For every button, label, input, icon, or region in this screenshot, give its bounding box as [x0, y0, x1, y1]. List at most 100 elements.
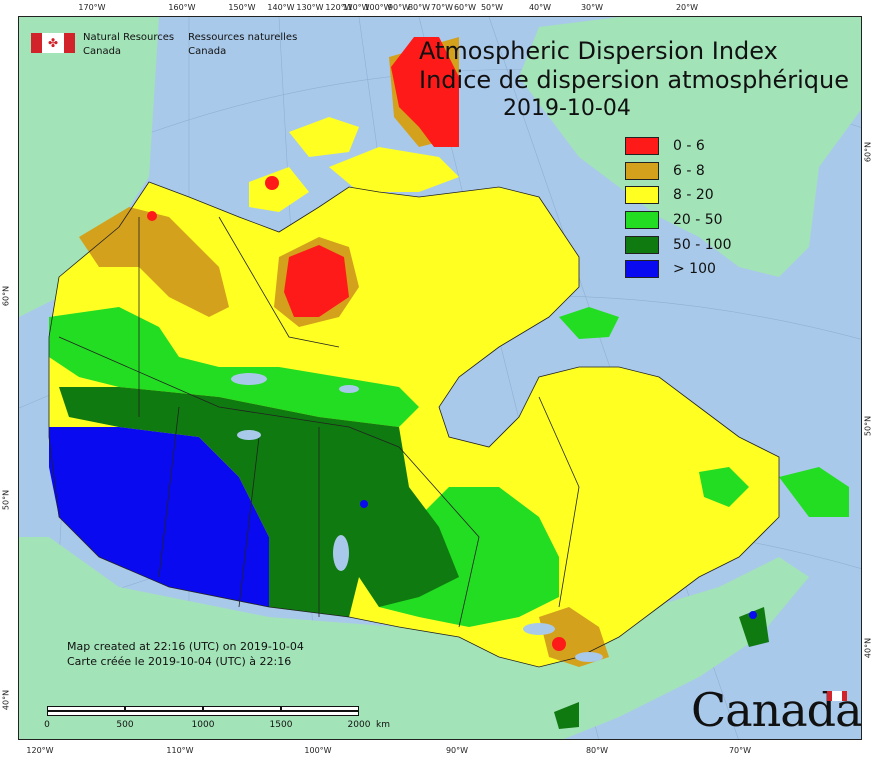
- lakes: [231, 373, 603, 662]
- top-tick-20w: 20°W: [675, 3, 699, 12]
- arctic-island-yellow: [289, 117, 359, 157]
- left-tick-50n: 50°N: [1, 489, 11, 511]
- dispersion-map: Atmospheric Dispersion Index Indice de d…: [18, 16, 862, 740]
- scale-segment: [47, 711, 359, 716]
- legend-item: > 100: [625, 257, 732, 282]
- agency-fr-line1: Ressources naturelles: [188, 32, 298, 43]
- top-tick-100w: 100°W: [364, 3, 392, 12]
- scale-segment: [281, 706, 359, 711]
- provincial-boundaries: [58, 216, 580, 628]
- bottom-tick-110w: 110°W: [166, 746, 194, 755]
- bottom-tick-80w: 80°W: [585, 746, 609, 755]
- alaska: [19, 17, 159, 317]
- zone-6-8: [539, 607, 609, 667]
- right-tick-60n: 60°N: [863, 141, 873, 163]
- top-tick-160w: 160°W: [168, 3, 196, 12]
- top-tick-130w: 130°W: [296, 3, 324, 12]
- top-tick-70w: 70°W: [430, 3, 454, 12]
- zone-20-50: [49, 307, 419, 427]
- top-tick-140w: 140°W: [267, 3, 295, 12]
- greenland: [519, 17, 861, 277]
- top-tick-90w: 90°W: [387, 3, 411, 12]
- scale-segment: [203, 706, 281, 711]
- legend-swatch: [625, 137, 659, 156]
- zone-50-100: [59, 387, 459, 617]
- map-graphic: [19, 17, 861, 739]
- canada-outline: [48, 181, 780, 668]
- agency-name-fr: Ressources naturelles Canada: [188, 31, 297, 59]
- zone-over-100: [360, 500, 368, 508]
- zone-50-100: [554, 702, 579, 729]
- map-date: 2019-10-04: [503, 96, 631, 121]
- map-credits: Map created at 22:16 (UTC) on 2019-10-04…: [67, 639, 304, 669]
- map-title-fr: Indice de dispersion atmosphérique: [419, 66, 850, 94]
- legend-item: 20 - 50: [625, 208, 732, 233]
- zone-0-6: [391, 37, 459, 147]
- wordmark-flag-icon: [827, 691, 847, 701]
- zone-0-6: [552, 637, 566, 651]
- credits-fr: Carte créée le 2019-10-04 (UTC) à 22:16: [67, 655, 292, 668]
- bottom-tick-90w: 90°W: [445, 746, 469, 755]
- agency-fr-line2: Canada: [188, 46, 227, 57]
- scale-label: 1000: [191, 720, 215, 730]
- zone-50-100: [739, 607, 769, 647]
- legend-label: 50 - 100: [673, 236, 732, 253]
- legend-swatch: [625, 161, 659, 180]
- scale-segment: [125, 706, 203, 711]
- legend-item: 50 - 100: [625, 232, 732, 257]
- legend-swatch: [625, 260, 659, 279]
- agency-en-line2: Canada: [83, 46, 122, 57]
- top-tick-120w: 120°W: [325, 3, 353, 12]
- top-tick-60w: 60°W: [453, 3, 477, 12]
- map-title-block: Atmospheric Dispersion Index Indice de d…: [419, 37, 849, 123]
- legend-label: 8 - 20: [673, 187, 714, 204]
- legend-item: 6 - 8: [625, 159, 732, 184]
- agency-name-en: Natural Resources Canada: [83, 31, 174, 59]
- agency-signature: ✤ Natural Resources Canada Ressources na…: [31, 31, 311, 59]
- top-tick-150w: 150°W: [228, 3, 256, 12]
- scale-segment: [47, 706, 125, 711]
- zone-20-50: [559, 307, 619, 339]
- legend-item: 8 - 20: [625, 183, 732, 208]
- scale-label: 500: [116, 720, 134, 730]
- zone-over-100: [49, 427, 269, 607]
- zone-20-50: [699, 467, 749, 507]
- top-tick-50w: 50°W: [480, 3, 504, 12]
- zone-0-6: [265, 176, 279, 190]
- legend-swatch: [625, 186, 659, 205]
- map-title-en: Atmospheric Dispersion Index: [419, 37, 778, 65]
- canada-wordmark: Canada: [691, 683, 861, 737]
- right-tick-50n: 50°N: [863, 415, 873, 437]
- legend-swatch: [625, 211, 659, 230]
- bottom-tick-120w: 120°W: [26, 746, 54, 755]
- legend-label: 0 - 6: [673, 138, 705, 155]
- credits-en: Map created at 22:16 (UTC) on 2019-10-04: [67, 640, 304, 653]
- scale-label: 0: [44, 720, 50, 730]
- zone-6-8: [79, 207, 229, 317]
- canada-flag-icon: ✤: [31, 33, 75, 53]
- left-tick-40n: 40°N: [1, 689, 11, 711]
- legend-swatch: [625, 235, 659, 254]
- legend: 0 - 6 6 - 8 8 - 20 20 - 50 50 - 100 > 10…: [625, 134, 732, 282]
- left-tick-60n: 60°N: [1, 285, 11, 307]
- arctic-island-yellow: [249, 167, 309, 212]
- zone-0-6: [147, 211, 157, 221]
- legend-label: > 100: [673, 261, 716, 278]
- scale-label: 1500: [269, 720, 293, 730]
- top-tick-40w: 40°W: [528, 3, 552, 12]
- zone-over-100: [749, 611, 757, 619]
- top-tick-170w: 170°W: [78, 3, 106, 12]
- right-tick-40n: 40°N: [863, 637, 873, 659]
- top-tick-110w: 110°W: [342, 3, 370, 12]
- scale-label: 2000: [347, 720, 371, 730]
- scale-unit: km: [376, 720, 390, 730]
- legend-item: 0 - 6: [625, 134, 732, 159]
- zone-20-50: [779, 467, 849, 517]
- bottom-tick-70w: 70°W: [728, 746, 752, 755]
- bottom-tick-100w: 100°W: [304, 746, 332, 755]
- legend-label: 6 - 8: [673, 162, 705, 179]
- agency-en-line1: Natural Resources: [83, 32, 175, 43]
- arctic-island-yellow: [329, 147, 459, 192]
- top-tick-30w: 30°W: [580, 3, 604, 12]
